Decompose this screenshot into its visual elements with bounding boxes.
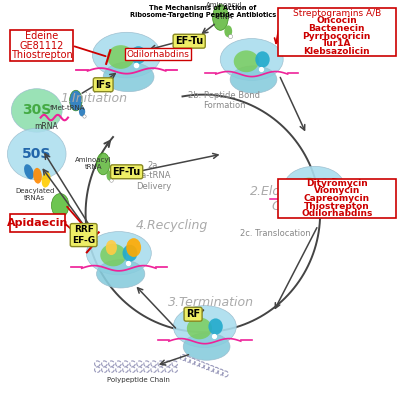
- Ellipse shape: [234, 50, 259, 72]
- Text: 2a.
aa-tRNA
Delivery: 2a. aa-tRNA Delivery: [136, 161, 172, 191]
- Text: The Mechanisms of Action of
Ribosome-Targeting Peptide Antibiotics: The Mechanisms of Action of Ribosome-Tar…: [130, 5, 276, 18]
- Ellipse shape: [8, 128, 66, 180]
- Text: 2.Elongation
Cycle: 2.Elongation Cycle: [250, 186, 328, 214]
- Ellipse shape: [79, 107, 85, 116]
- Ellipse shape: [97, 260, 145, 288]
- Text: 2c. Translocation: 2c. Translocation: [240, 229, 310, 238]
- Text: Thiostrepton: Thiostrepton: [304, 202, 369, 210]
- Text: Deacylated
tRNAs: Deacylated tRNAs: [15, 188, 55, 201]
- Text: Klebsazolicin: Klebsazolicin: [303, 47, 370, 56]
- Text: RRF
EF-G: RRF EF-G: [72, 225, 95, 245]
- Ellipse shape: [220, 38, 283, 80]
- Ellipse shape: [255, 51, 270, 68]
- Text: RF: RF: [186, 309, 200, 319]
- Text: Thiostrepton: Thiostrepton: [11, 50, 73, 60]
- Text: fMet-tRNA: fMet-tRNA: [50, 106, 86, 112]
- Ellipse shape: [318, 178, 332, 194]
- Ellipse shape: [183, 333, 230, 360]
- Ellipse shape: [41, 172, 51, 188]
- Text: Tur1A: Tur1A: [322, 39, 352, 48]
- Ellipse shape: [100, 244, 126, 266]
- Text: Dityromycin: Dityromycin: [306, 179, 367, 188]
- Text: Release
Factor: Release Factor: [39, 216, 66, 230]
- Ellipse shape: [33, 168, 42, 184]
- Text: Capreomycin: Capreomycin: [304, 194, 370, 203]
- Ellipse shape: [173, 306, 236, 348]
- Ellipse shape: [24, 164, 34, 179]
- Ellipse shape: [86, 232, 151, 275]
- Text: mRNA: mRNA: [35, 122, 58, 131]
- Ellipse shape: [297, 178, 321, 198]
- Ellipse shape: [294, 192, 338, 218]
- FancyBboxPatch shape: [278, 178, 395, 218]
- Text: IFs: IFs: [95, 80, 111, 90]
- Text: Odilorhabdins: Odilorhabdins: [301, 209, 372, 218]
- Ellipse shape: [69, 90, 82, 111]
- Text: Aminoacyl
tRNA: Aminoacyl tRNA: [75, 157, 112, 170]
- Text: 3.Termination: 3.Termination: [168, 296, 254, 309]
- Text: Streptogramins A/B: Streptogramins A/B: [292, 9, 381, 18]
- Text: Viomycin: Viomycin: [314, 186, 360, 196]
- Text: EF-Tu: EF-Tu: [113, 167, 141, 177]
- Text: 4.Recycling: 4.Recycling: [136, 219, 208, 232]
- Text: Bactenecin: Bactenecin: [308, 24, 365, 33]
- Ellipse shape: [230, 66, 277, 93]
- Ellipse shape: [97, 153, 110, 175]
- Text: tRNA: tRNA: [215, 14, 233, 20]
- Ellipse shape: [208, 318, 223, 335]
- Text: Edeine: Edeine: [25, 31, 58, 41]
- Ellipse shape: [187, 318, 212, 339]
- Text: 2b. Peptide Bond
Formation: 2b. Peptide Bond Formation: [188, 91, 261, 110]
- Ellipse shape: [224, 25, 232, 37]
- Ellipse shape: [284, 166, 344, 206]
- FancyBboxPatch shape: [10, 214, 65, 232]
- Ellipse shape: [213, 5, 228, 30]
- Text: Odilorhabdins: Odilorhabdins: [126, 50, 190, 59]
- Ellipse shape: [107, 170, 113, 181]
- FancyBboxPatch shape: [278, 8, 395, 56]
- Text: Apidaecin: Apidaecin: [7, 218, 68, 228]
- Ellipse shape: [11, 89, 62, 132]
- Ellipse shape: [103, 62, 154, 92]
- Text: Aminoacyl: Aminoacyl: [206, 2, 243, 8]
- Text: Polypeptide Chain: Polypeptide Chain: [107, 377, 170, 383]
- Ellipse shape: [122, 245, 137, 262]
- Text: Oncocin: Oncocin: [316, 16, 357, 26]
- Ellipse shape: [130, 46, 146, 64]
- Ellipse shape: [126, 238, 141, 257]
- Text: Pyrrhocoricin: Pyrrhocoricin: [302, 32, 371, 40]
- Ellipse shape: [93, 32, 161, 78]
- FancyBboxPatch shape: [10, 30, 73, 61]
- Ellipse shape: [106, 240, 117, 255]
- Text: EF-Tu: EF-Tu: [175, 36, 203, 46]
- Text: 30S: 30S: [22, 104, 51, 118]
- Text: 50S: 50S: [22, 147, 51, 161]
- Text: GE81112: GE81112: [20, 40, 64, 50]
- Text: 1.Initiation: 1.Initiation: [60, 92, 127, 105]
- Ellipse shape: [107, 45, 134, 69]
- Ellipse shape: [51, 194, 69, 217]
